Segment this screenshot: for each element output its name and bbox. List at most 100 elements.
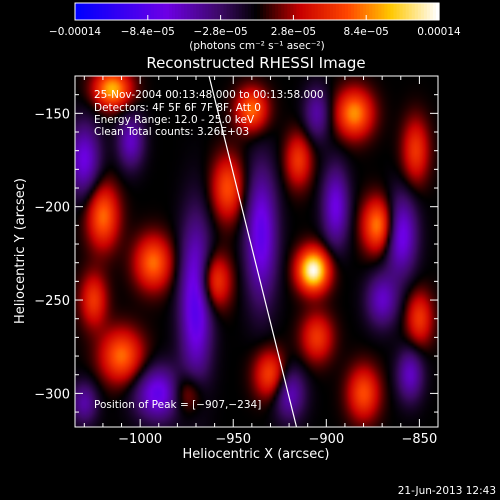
colorbar-segment <box>372 3 376 20</box>
colorbar-segment <box>417 3 422 20</box>
colorbar-segment <box>432 3 437 20</box>
colorbar-segment <box>323 3 328 20</box>
colorbar-segment <box>435 3 440 20</box>
colorbar-segment <box>290 3 294 20</box>
colorbar-segment <box>111 3 116 20</box>
colorbar-tick-label: −0.00014 <box>49 26 102 38</box>
x-tick-label: −1000 <box>118 432 162 447</box>
colorbar-segment <box>308 3 313 20</box>
colorbar-segment <box>287 3 291 20</box>
colorbar-segment <box>366 3 370 20</box>
y-tick-label: −300 <box>34 387 70 402</box>
colorbar-segment <box>108 3 112 20</box>
colorbar-tick-label: −8.4e−05 <box>121 26 175 38</box>
colorbar-segment <box>348 3 352 20</box>
colorbar: −0.00014 −8.4e−05 −2.8e−05 2.8e−05 8.4e−05 0.… <box>49 2 461 52</box>
colorbar-segment <box>223 3 228 20</box>
colorbar-frame <box>74 2 440 21</box>
colorbar-segment <box>293 3 298 20</box>
colorbar-segment <box>232 3 237 20</box>
colorbar-segment <box>341 3 346 20</box>
colorbar-segment <box>426 3 431 20</box>
colorbar-segment <box>153 3 158 20</box>
colorbar-segment <box>429 3 434 20</box>
colorbar-segment <box>378 3 382 20</box>
colorbar-segment <box>269 3 273 20</box>
colorbar-segment <box>335 3 340 20</box>
colorbar-segment <box>396 3 401 20</box>
colorbar-segment <box>329 3 334 20</box>
colorbar-segment <box>414 3 419 20</box>
colorbar-segment <box>326 3 331 20</box>
colorbar-segment <box>138 3 143 20</box>
y-axis-ticks: −300 −250 −200 −150 <box>34 75 438 413</box>
x-axis-ticks: −1000 −950 −900 −850 <box>83 76 439 447</box>
colorbar-segment <box>281 3 285 20</box>
colorbar-segment <box>332 3 337 20</box>
colorbar-segment <box>187 3 191 20</box>
colorbar-segment <box>208 3 213 20</box>
colorbar-tick-label: 0.00014 <box>417 26 461 38</box>
colorbar-segment <box>162 3 167 20</box>
colorbar-segment <box>260 3 264 20</box>
colorbar-segment <box>217 3 222 20</box>
colorbar-segment <box>199 3 203 20</box>
chart-title: Reconstructed RHESSI Image <box>146 54 365 72</box>
colorbar-segment <box>272 3 276 20</box>
colorbar-segment <box>120 3 125 20</box>
annotation-peak-position: Position of Peak = [−907,−234] <box>94 399 261 411</box>
colorbar-segment <box>114 3 119 20</box>
colorbar-segment <box>278 3 282 20</box>
colorbar-segment <box>87 3 91 20</box>
colorbar-segment <box>135 3 140 20</box>
colorbar-tick-label: −2.8e−05 <box>194 26 248 38</box>
colorbar-segment <box>193 3 197 20</box>
colorbar-segment <box>129 3 134 20</box>
colorbar-segment <box>84 3 88 20</box>
colorbar-segment <box>81 3 85 20</box>
colorbar-segment <box>172 3 176 20</box>
colorbar-segment <box>266 3 270 20</box>
colorbar-segment <box>226 3 231 20</box>
colorbar-segment <box>75 3 79 20</box>
colorbar-segment <box>351 3 355 20</box>
colorbar-segment <box>314 3 319 20</box>
colorbar-segment <box>387 3 392 20</box>
plot-area <box>74 75 439 428</box>
colorbar-segment <box>405 3 410 20</box>
colorbar-segment <box>229 3 234 20</box>
annotation-time-range: 25-Nov-2004 00:13:48.000 to 00:13:58.000 <box>94 89 324 101</box>
colorbar-segment <box>132 3 137 20</box>
colorbar-segment <box>384 3 389 20</box>
colorbar-segment <box>159 3 164 20</box>
colorbar-segment <box>320 3 325 20</box>
colorbar-segment <box>399 3 404 20</box>
colorbar-segment <box>169 3 173 20</box>
annotation-clean-counts: Clean Total counts: 3.26E+03 <box>94 126 249 138</box>
colorbar-segment <box>141 3 146 20</box>
colorbar-segment <box>184 3 188 20</box>
colorbar-segment <box>375 3 379 20</box>
y-tick-label: −200 <box>34 201 70 216</box>
colorbar-segment <box>190 3 194 20</box>
colorbar-segment <box>175 3 179 20</box>
colorbar-segment <box>105 3 109 20</box>
colorbar-segment <box>263 3 267 20</box>
colorbar-segment <box>181 3 185 20</box>
x-tick-label: −850 <box>402 432 438 447</box>
colorbar-segment <box>338 3 343 20</box>
colorbar-segment <box>381 3 385 20</box>
footer-timestamp: 21-Jun-2013 12:43 <box>398 485 496 497</box>
colorbar-segment <box>247 3 252 20</box>
colorbar-segment <box>202 3 207 20</box>
colorbar-segment <box>357 3 361 20</box>
colorbar-segment <box>205 3 210 20</box>
colorbar-segment <box>196 3 200 20</box>
colorbar-segment <box>311 3 316 20</box>
colorbar-segment <box>126 3 131 20</box>
colorbar-segment <box>299 3 304 20</box>
colorbar-segment <box>150 3 155 20</box>
colorbar-segment <box>393 3 398 20</box>
colorbar-segment <box>244 3 249 20</box>
